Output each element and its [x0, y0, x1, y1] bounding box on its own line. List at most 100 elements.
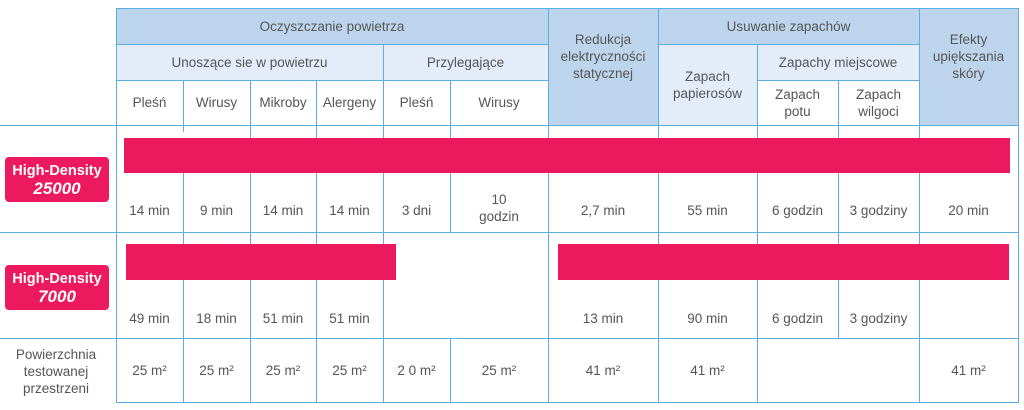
grid-line	[250, 80, 251, 403]
area-cell: 41 m²	[548, 338, 658, 402]
value: 6 godzin	[771, 310, 824, 326]
value: 41 m²	[951, 362, 986, 378]
value: 25 m²	[332, 362, 367, 378]
value-cell: 51 min	[250, 300, 316, 336]
label: Usuwanie zapachów	[726, 18, 851, 34]
grid-line	[658, 44, 919, 45]
grid-line	[116, 402, 1018, 403]
area-cell: 2 0 m²	[383, 338, 450, 402]
value: 41 m²	[690, 362, 725, 378]
grid-line	[0, 232, 1018, 233]
label: Redukcja elektryczności statycznej	[560, 32, 646, 81]
header-col-damp: Zapach wilgoci	[838, 80, 919, 125]
badge-line2: 7000	[38, 286, 76, 306]
label: Pleśń	[399, 95, 434, 110]
value-cell: 14 min	[116, 190, 183, 230]
area-cell: 25 m²	[116, 338, 183, 402]
value: 2 0 m²	[397, 362, 436, 378]
area-cell: 25 m²	[316, 338, 383, 402]
value: 25 m²	[132, 362, 167, 378]
value-cell: 6 godzin	[757, 190, 838, 230]
value: 14 min	[129, 202, 170, 218]
value: 9 min	[199, 202, 233, 218]
area-cell: 25 m²	[183, 338, 250, 402]
value-cell: 3 dni	[383, 190, 450, 230]
header-col-mold-air: Pleśń	[116, 80, 183, 125]
header-col-virus-air: Wirusy	[183, 80, 250, 125]
value-cell: 9 min	[183, 190, 250, 230]
label: Wirusy	[195, 95, 238, 110]
label: Zapachy miejscowe	[778, 54, 898, 70]
value: 2,7 min	[580, 202, 626, 218]
value-cell: 14 min	[250, 190, 316, 230]
header-airborne: Unoszące sie w powietrzu	[116, 44, 383, 80]
header-adhering-label: Przylegające	[426, 54, 505, 70]
grid-line	[316, 80, 317, 403]
value: 25 m²	[265, 362, 301, 378]
grid-line	[838, 80, 839, 338]
label: Powierzchnia testowanej przestrzeni	[15, 346, 97, 396]
value-cell: 14 min	[316, 190, 383, 230]
coverage-bar	[124, 138, 1010, 173]
value: 51 min	[262, 310, 304, 326]
badge-line1: High-Density	[12, 270, 102, 287]
header-col-cigarette: Zapach papierosów	[658, 44, 757, 125]
value: 10 godzin	[479, 192, 519, 224]
value: 14 min	[262, 202, 304, 218]
value-cell: 10 godzin	[478, 186, 520, 230]
label: Mikroby	[259, 95, 307, 110]
label: Pleśń	[132, 95, 167, 110]
grid-line	[116, 80, 548, 81]
header-col-allergens: Alergeny	[316, 80, 383, 125]
value: 3 godziny	[849, 202, 908, 218]
value: 13 min	[582, 310, 624, 326]
header-col-sweat: Zapach potu	[757, 80, 838, 125]
area-row-label: Powierzchnia testowanej przestrzeni	[4, 342, 108, 400]
value-cell: 2,7 min	[548, 190, 658, 230]
value: 14 min	[329, 202, 370, 218]
value-cell: 20 min	[919, 190, 1018, 230]
label: Zapach potu	[774, 86, 821, 119]
value: 25 m²	[199, 362, 234, 378]
value: 41 m²	[585, 362, 621, 378]
grid-line	[116, 44, 548, 45]
value: 18 min	[196, 310, 237, 326]
value: 3 dni	[401, 202, 432, 218]
header-col-mold-adh: Pleśń	[383, 80, 450, 125]
value-cell: 3 godziny	[838, 190, 919, 230]
value: 6 godzin	[771, 202, 824, 218]
header-col-microbes: Mikroby	[250, 80, 316, 125]
value-cell: 18 min	[183, 300, 250, 336]
grid-line	[658, 8, 659, 403]
grid-line	[183, 80, 184, 132]
product-badge-25000: High-Density 25000	[5, 157, 109, 202]
grid-line	[116, 8, 117, 403]
label: Alergeny	[322, 95, 377, 110]
grid-line	[450, 338, 451, 403]
header-col-skin: Efekty upiększania skóry	[919, 8, 1018, 125]
area-cell: 41 m²	[658, 338, 757, 402]
value: 25 m²	[481, 362, 517, 378]
area-cell: 41 m²	[919, 338, 1018, 402]
grid-line	[0, 338, 1018, 339]
badge-line1: High-Density	[12, 162, 102, 179]
value: 51 min	[329, 310, 370, 326]
label: Wirusy	[478, 95, 520, 110]
value-cell: 90 min	[658, 300, 757, 336]
header-airborne-label: Unoszące sie w powietrzu	[171, 54, 328, 70]
grid-line	[383, 44, 384, 403]
label: Zapach wilgoci	[855, 86, 902, 119]
grid-line	[919, 8, 920, 403]
grid-line	[116, 8, 1018, 9]
value: 55 min	[687, 202, 728, 218]
grid-line	[0, 125, 1018, 126]
grid-line	[1018, 8, 1019, 403]
header-air-purification: Oczyszczanie powietrza	[116, 8, 548, 44]
value: 49 min	[129, 310, 170, 326]
header-adhering: Przylegające	[383, 44, 548, 80]
value-cell: 13 min	[548, 300, 658, 336]
header-col-static: Redukcja elektryczności statycznej	[548, 8, 658, 125]
value-cell: 6 godzin	[757, 300, 838, 336]
area-cell: 25 m²	[250, 338, 316, 402]
badge-line2: 25000	[33, 178, 81, 198]
